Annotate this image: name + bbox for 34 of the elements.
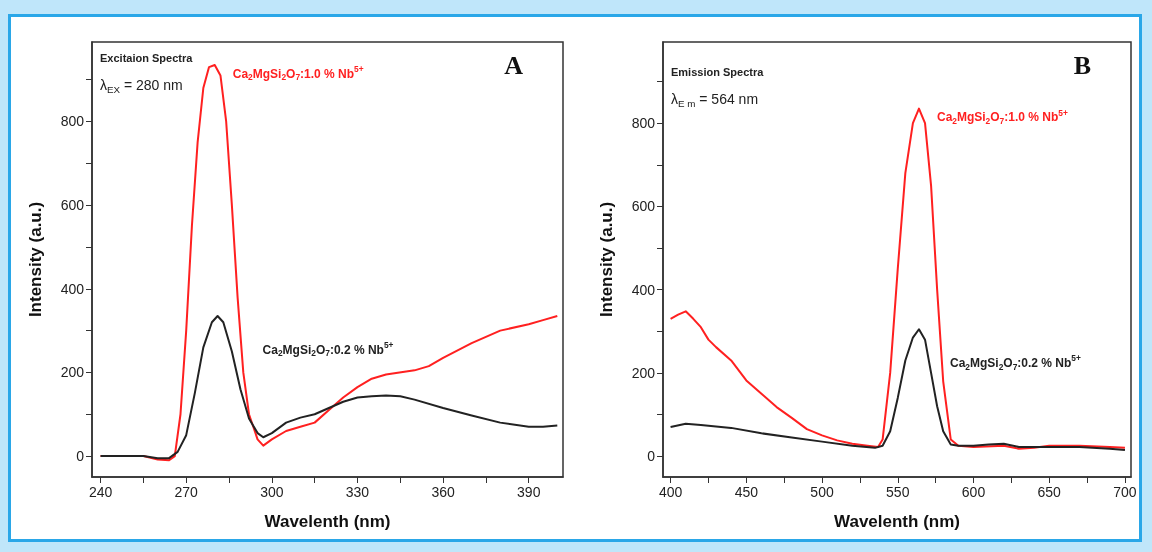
line-series (669, 328, 1126, 451)
x-tick-label: 550 (886, 484, 910, 500)
y-tick-label: 0 (647, 448, 656, 465)
y-tick-label: 200 (631, 364, 656, 381)
x-tick-label: 270 (174, 484, 199, 500)
x-tick-label: 390 (517, 484, 541, 500)
y-tick-label: 0 (76, 448, 85, 465)
x-tick-label: 700 (1113, 484, 1137, 500)
y-axis-title: Intensity (a.u.) (597, 201, 616, 318)
y-tick-label: 200 (60, 364, 85, 381)
annotation: Excitaion Spectra (100, 51, 194, 64)
line-series (99, 314, 559, 460)
y-tick-label: 600 (60, 197, 85, 214)
x-tick-label: 450 (734, 484, 759, 500)
x-tick-label: 500 (810, 484, 834, 500)
x-axis-title: Wavelenth (nm) (264, 512, 391, 531)
annotation: Emission Spectra (671, 65, 765, 78)
line-series (669, 107, 1126, 450)
y-axis-title: Intensity (a.u.) (26, 201, 45, 318)
y-tick-label: 400 (631, 281, 656, 298)
y-tick-label: 800 (631, 115, 656, 132)
y-tick-label: 400 (60, 280, 85, 297)
x-tick-label: 360 (431, 484, 455, 500)
y-tick-label: 800 (60, 113, 85, 130)
x-tick-label: 300 (260, 484, 284, 500)
y-tick-label: 600 (631, 198, 656, 215)
x-tick-label: 400 (658, 484, 683, 500)
x-tick-label: 240 (88, 484, 113, 500)
x-tick-label: 600 (961, 484, 986, 500)
x-tick-label: 330 (345, 484, 370, 500)
x-axis-title: Wavelenth (nm) (834, 512, 960, 531)
annotation: A (504, 50, 524, 80)
annotation: B (1073, 50, 1091, 80)
x-tick-label: 650 (1037, 484, 1062, 500)
